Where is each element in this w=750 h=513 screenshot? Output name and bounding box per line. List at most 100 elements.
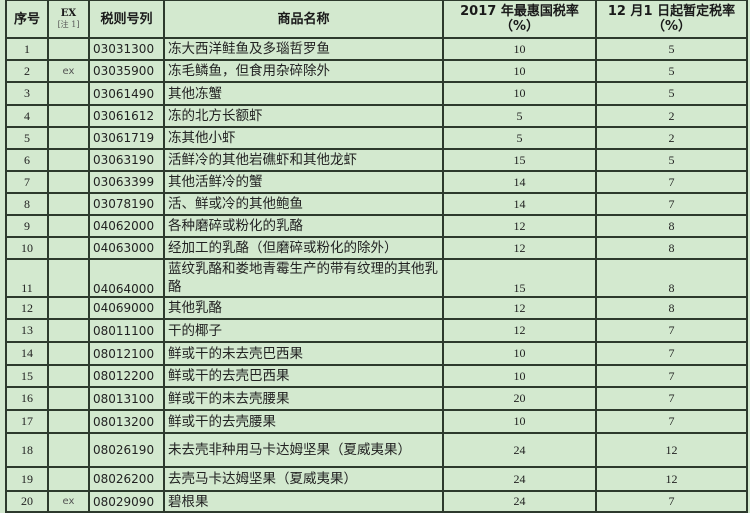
row-ex xyxy=(47,104,90,128)
row-seq: 14 xyxy=(5,341,49,366)
table-row: 1 03031300 冻大西洋鲑鱼及多瑙哲罗鱼 10 5 xyxy=(5,37,748,61)
row-code: 03078190 xyxy=(88,192,165,216)
row-mfn-rate: 14 xyxy=(442,192,597,216)
row-name: 冻毛鳞鱼，但食用杂碎除外 xyxy=(163,59,444,83)
row-ex xyxy=(47,318,90,343)
row-temp-rate: 8 xyxy=(595,236,748,260)
row-ex xyxy=(47,126,90,150)
table-row: 10 04063000 经加工的乳酪（但磨碎或粉化的除外） 12 8 xyxy=(5,236,748,260)
table-row: 15 08012200 鲜或干的去壳巴西果 10 7 xyxy=(5,364,748,388)
row-mfn-rate: 5 xyxy=(442,126,597,150)
row-code: 03061612 xyxy=(88,104,165,128)
row-ex xyxy=(47,364,90,388)
row-mfn-rate: 12 xyxy=(442,296,597,320)
row-ex xyxy=(47,81,90,106)
row-mfn-rate: 10 xyxy=(442,59,597,83)
row-mfn-rate: 10 xyxy=(442,364,597,388)
row-temp-rate: 2 xyxy=(595,104,748,128)
row-ex xyxy=(47,432,90,468)
row-name: 其他乳酪 xyxy=(163,296,444,320)
row-ex xyxy=(47,37,90,61)
row-code: 04063000 xyxy=(88,236,165,260)
row-name: 鲜或干的未去壳腰果 xyxy=(163,386,444,411)
row-seq: 19 xyxy=(5,466,49,492)
row-name: 冻其他小虾 xyxy=(163,126,444,150)
row-mfn-rate: 24 xyxy=(442,432,597,468)
row-seq: 10 xyxy=(5,236,49,260)
row-ex: ex xyxy=(47,490,90,513)
row-seq: 18 xyxy=(5,432,49,468)
row-temp-rate: 7 xyxy=(595,409,748,434)
header-ex-note: [注 1] xyxy=(57,20,80,29)
header-ex-label: EX xyxy=(60,8,77,19)
row-code: 08026200 xyxy=(88,466,165,492)
header-mfn-rate: 2017 年最惠国税率（%） xyxy=(442,0,597,39)
table-row: 8 03078190 活、鲜或冷的其他鲍鱼 14 7 xyxy=(5,192,748,216)
row-temp-rate: 5 xyxy=(595,148,748,172)
row-temp-rate: 7 xyxy=(595,386,748,411)
row-name: 其他活鲜冷的蟹 xyxy=(163,170,444,194)
row-temp-rate: 5 xyxy=(595,59,748,83)
row-seq: 7 xyxy=(5,170,49,194)
row-seq: 13 xyxy=(5,318,49,343)
row-seq: 11 xyxy=(5,258,49,298)
row-temp-rate: 7 xyxy=(595,170,748,194)
row-mfn-rate: 10 xyxy=(442,341,597,366)
row-code: 03031300 xyxy=(88,37,165,61)
table-row: 17 08013200 鲜或干的去壳腰果 10 7 xyxy=(5,409,748,434)
row-ex: ex xyxy=(47,59,90,83)
row-name: 去壳马卡达姆坚果（夏威夷果） xyxy=(163,466,444,492)
table-row: 5 03061719 冻其他小虾 5 2 xyxy=(5,126,748,150)
row-temp-rate: 7 xyxy=(595,490,748,513)
row-name: 鲜或干的去壳巴西果 xyxy=(163,364,444,388)
header-row: 序号 EX [注 1] 税则号列 商品名称 2017 年最惠国税率（%） 12 月… xyxy=(5,0,748,39)
table-row: 7 03063399 其他活鲜冷的蟹 14 7 xyxy=(5,170,748,194)
row-seq: 15 xyxy=(5,364,49,388)
row-code: 08013200 xyxy=(88,409,165,434)
row-seq: 9 xyxy=(5,214,49,238)
row-name: 碧根果 xyxy=(163,490,444,513)
header-temp-rate: 12 月1 日起暂定税率（%） xyxy=(595,0,748,39)
row-name: 各种磨碎或粉化的乳酪 xyxy=(163,214,444,238)
row-temp-rate: 7 xyxy=(595,364,748,388)
row-seq: 3 xyxy=(5,81,49,106)
table-row: 11 04064000 蓝纹乳酪和娄地青霉生产的带有纹理的其他乳酪 15 8 xyxy=(5,258,748,298)
row-ex xyxy=(47,296,90,320)
row-seq: 20 xyxy=(5,490,49,513)
row-mfn-rate: 10 xyxy=(442,81,597,106)
row-mfn-rate: 10 xyxy=(442,37,597,61)
row-temp-rate: 12 xyxy=(595,432,748,468)
row-code: 03063190 xyxy=(88,148,165,172)
row-code: 08026190 xyxy=(88,432,165,468)
row-mfn-rate: 20 xyxy=(442,386,597,411)
row-seq: 17 xyxy=(5,409,49,434)
row-name: 鲜或干的未去壳巴西果 xyxy=(163,341,444,366)
row-seq: 12 xyxy=(5,296,49,320)
row-name: 经加工的乳酪（但磨碎或粉化的除外） xyxy=(163,236,444,260)
row-name: 冻大西洋鲑鱼及多瑙哲罗鱼 xyxy=(163,37,444,61)
row-name: 蓝纹乳酪和娄地青霉生产的带有纹理的其他乳酪 xyxy=(163,258,444,298)
row-ex xyxy=(47,258,90,298)
row-mfn-rate: 12 xyxy=(442,214,597,238)
table-row: 9 04062000 各种磨碎或粉化的乳酪 12 8 xyxy=(5,214,748,238)
row-ex xyxy=(47,148,90,172)
table-row: 14 08012100 鲜或干的未去壳巴西果 10 7 xyxy=(5,341,748,366)
row-code: 03063399 xyxy=(88,170,165,194)
row-seq: 1 xyxy=(5,37,49,61)
row-seq: 6 xyxy=(5,148,49,172)
header-name: 商品名称 xyxy=(163,0,444,39)
row-temp-rate: 8 xyxy=(595,258,748,298)
row-seq: 16 xyxy=(5,386,49,411)
row-ex xyxy=(47,192,90,216)
row-code: 04062000 xyxy=(88,214,165,238)
table-row: 18 08026190 未去壳非种用马卡达姆坚果（夏威夷果） 24 12 xyxy=(5,432,748,468)
row-temp-rate: 5 xyxy=(595,81,748,106)
row-code: 03061490 xyxy=(88,81,165,106)
row-name: 活鲜冷的其他岩礁虾和其他龙虾 xyxy=(163,148,444,172)
row-temp-rate: 7 xyxy=(595,318,748,343)
row-temp-rate: 5 xyxy=(595,37,748,61)
row-seq: 8 xyxy=(5,192,49,216)
row-name: 冻的北方长额虾 xyxy=(163,104,444,128)
row-temp-rate: 7 xyxy=(595,341,748,366)
row-code: 08013100 xyxy=(88,386,165,411)
